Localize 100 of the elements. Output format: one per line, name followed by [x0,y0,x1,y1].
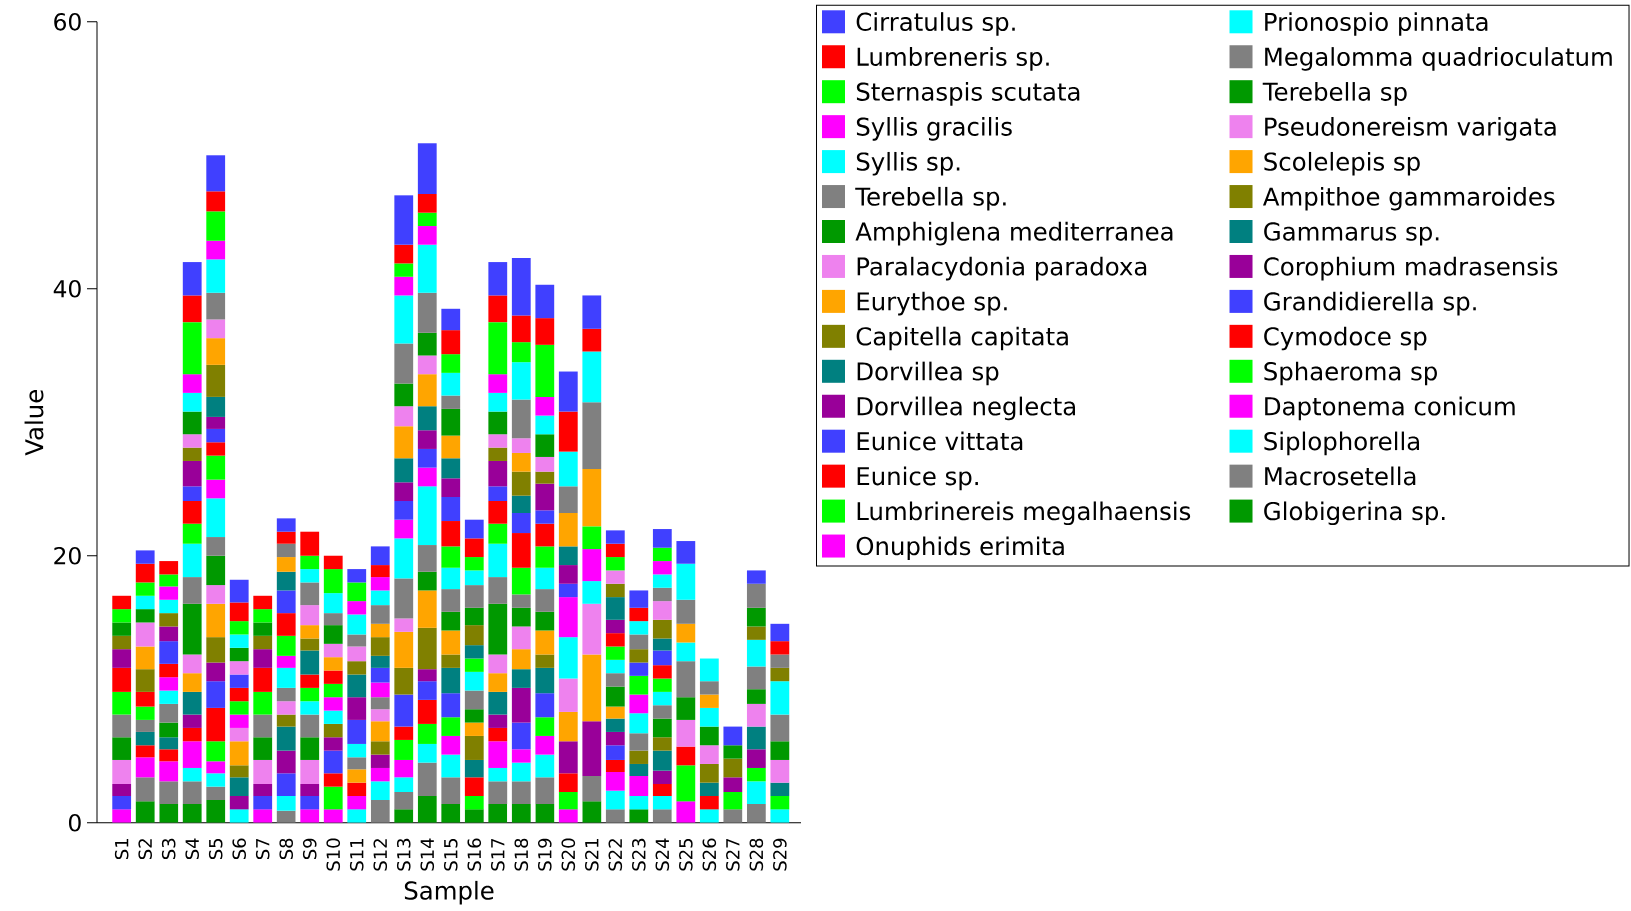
bar [699,796,719,810]
bar [535,284,555,319]
bar [276,571,296,591]
x-tick-label: S5 [208,838,223,860]
bar [464,645,484,659]
bar [441,630,461,655]
bar [347,782,367,796]
bar [488,434,508,448]
bar [441,395,461,409]
bar [417,448,437,468]
bar [370,800,390,823]
bar [605,633,625,647]
bar [511,399,531,439]
bar [370,577,390,591]
bar [770,782,790,796]
bar [276,773,296,796]
x-axis-title: Sample [404,880,494,905]
bar [558,451,578,487]
bar [558,711,578,742]
bar [582,468,602,527]
bar [206,364,226,397]
bar [652,678,672,692]
bar [182,654,202,674]
bar [605,543,625,558]
bar [417,292,437,333]
bar [135,595,155,610]
bar [182,691,202,715]
bar [582,402,602,469]
bar [699,763,719,783]
bar [394,519,414,539]
bar [488,714,508,728]
bar [417,669,437,682]
bar [652,638,672,651]
x-tick-label: S11 [349,839,364,871]
legend-label: Eunice vittata [857,431,1023,451]
bar [300,714,320,738]
bar [182,295,202,323]
bar [182,447,202,461]
bar [723,809,743,823]
bar [229,674,249,688]
bar [417,355,437,375]
bar [347,809,367,823]
bar [511,626,531,650]
bar [182,392,202,412]
x-tick-label: S16 [467,838,482,871]
bar [582,351,602,403]
bar [582,549,602,582]
bar [370,754,390,768]
legend-label: Syllis gracilis [856,117,1012,141]
bar [629,775,649,796]
bar [135,609,155,623]
bar [206,240,226,260]
bar [135,706,155,720]
bar [370,590,390,606]
bar [535,654,555,668]
bar [394,482,414,502]
bar [488,654,508,674]
bar [300,650,320,675]
bar [276,590,296,614]
bar [135,691,155,707]
bar [276,613,296,636]
bar [464,658,484,672]
bar [770,641,790,655]
bar [652,601,672,620]
bar [135,550,155,564]
legend-label: Scolelepis sp [1264,151,1420,176]
bar [206,191,226,212]
bar [300,759,320,784]
bar [229,634,249,648]
bar [206,155,226,192]
bar [652,737,672,751]
bar [182,714,202,728]
bar [206,585,226,604]
bar [441,354,461,373]
bar [112,759,132,784]
bar [182,411,202,435]
bar [746,749,766,768]
bar [394,739,414,760]
bar [394,343,414,384]
bar [417,193,437,213]
bar [253,796,273,810]
bar [511,342,531,363]
bar [652,718,672,738]
bar [488,411,508,435]
bar [464,557,484,571]
x-tick-label: S6 [232,838,247,860]
bar [276,655,296,668]
legend-label: Macrosetella [1265,466,1416,486]
legend-label: Ampithoe gammaroides [1262,186,1555,211]
bar [629,675,649,695]
bar [629,809,649,823]
bar [441,667,461,694]
bar [558,583,578,598]
bar [746,781,766,805]
bar [229,647,249,662]
bar [723,758,743,778]
bar [558,411,578,452]
bar [535,546,555,568]
bar [441,717,461,736]
bar [159,761,179,782]
